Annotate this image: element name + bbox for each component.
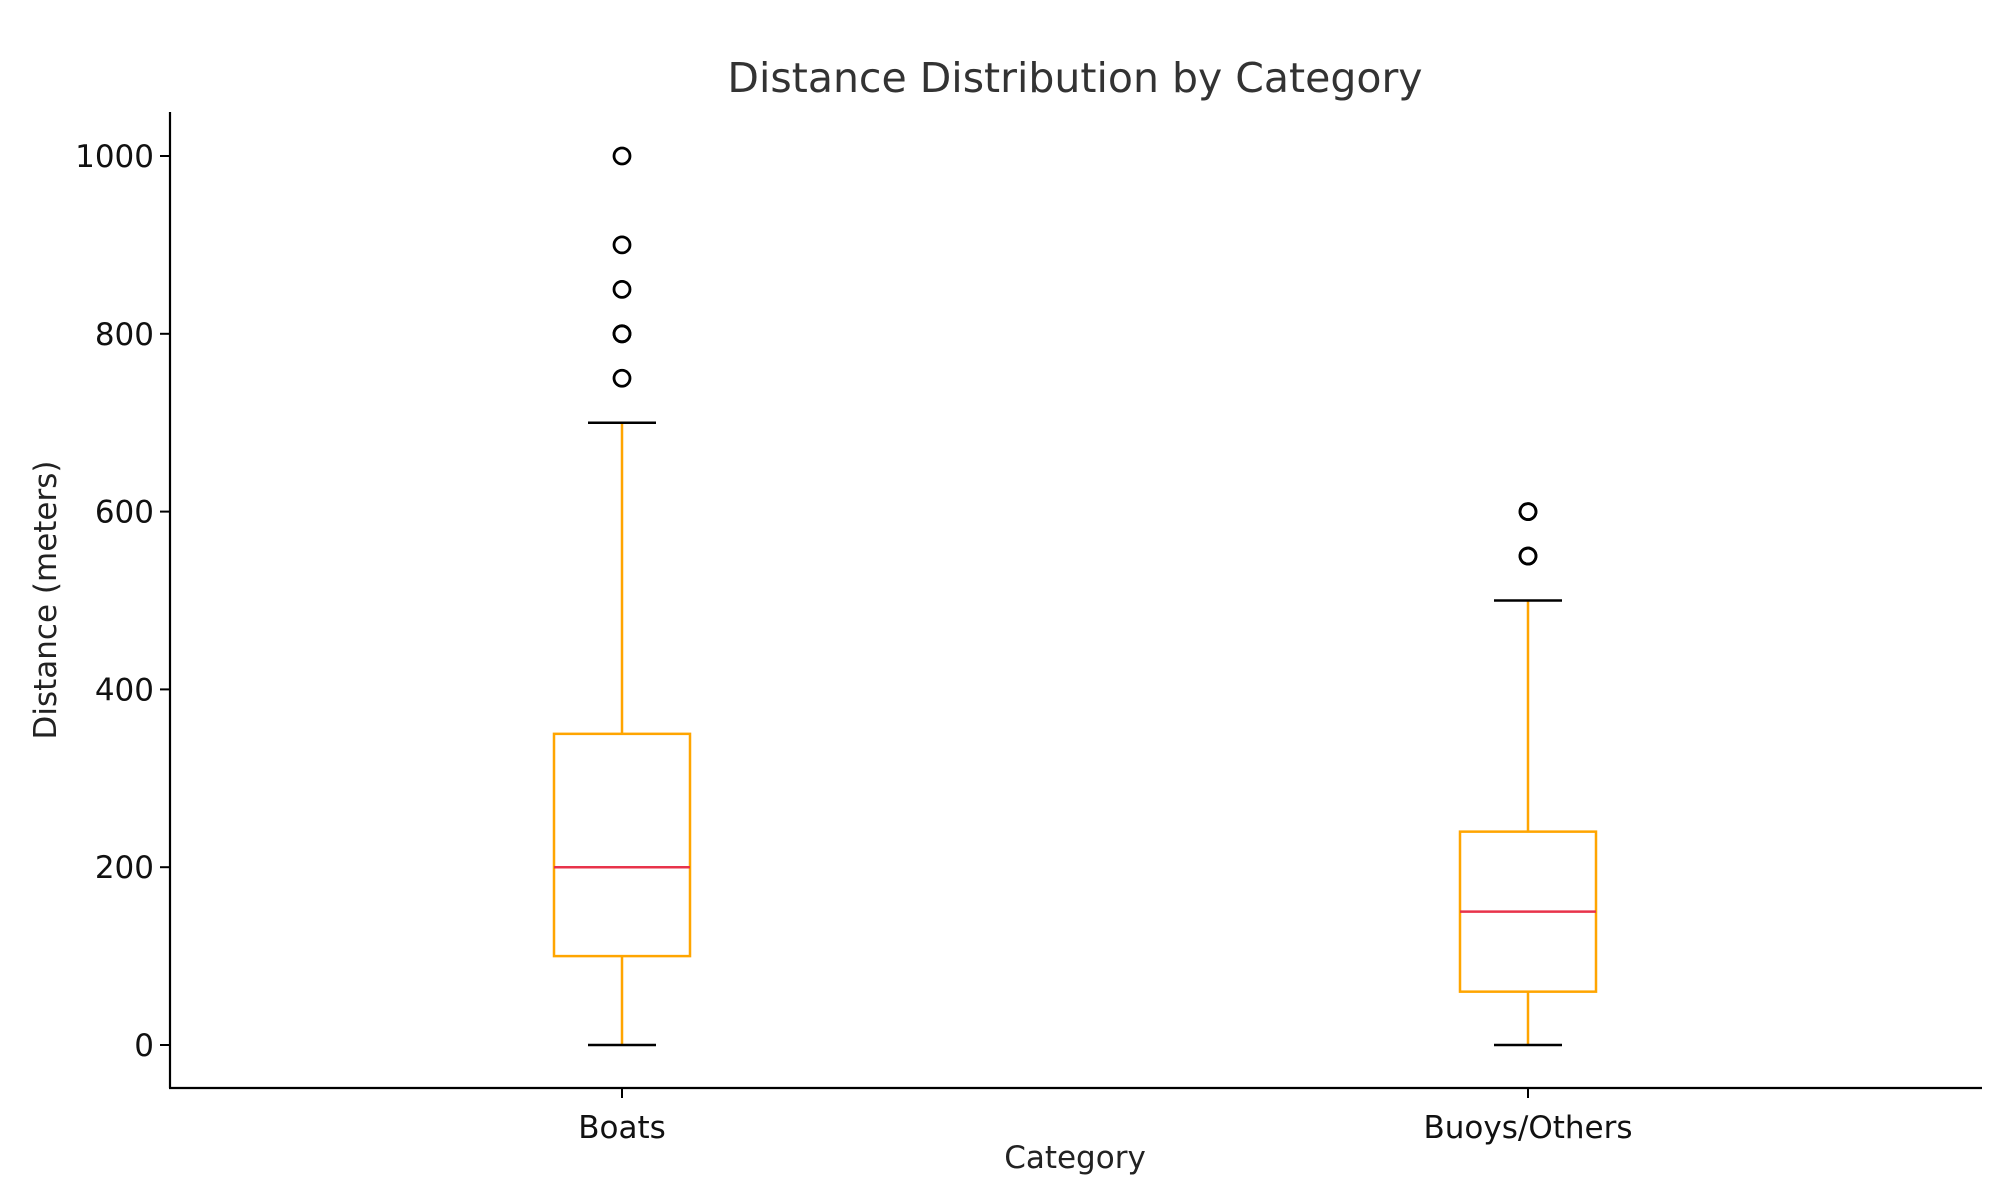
outlier-point: [612, 279, 632, 299]
outlier-point: [612, 324, 632, 344]
x-tick-label: Buoys/Others: [1424, 1110, 1633, 1146]
outlier-point: [612, 235, 632, 255]
chart-title: Distance Distribution by Category: [727, 54, 1422, 102]
y-tick-label: 1000: [75, 139, 154, 175]
outlier-point: [1518, 502, 1538, 522]
box-group: [552, 146, 692, 1047]
x-axis-label: Category: [1004, 1140, 1146, 1176]
outlier-point: [612, 146, 632, 166]
iqr-box: [552, 732, 692, 958]
x-ticks: Boats Buoys/Others: [578, 1088, 1633, 1146]
y-tick-label: 400: [95, 672, 154, 708]
outlier-point: [1518, 546, 1538, 566]
y-tick-label: 200: [95, 850, 154, 886]
plot-area: 0 200 400 600 800 1000 Boats Buoys/Others: [75, 112, 1982, 1146]
outlier-point: [612, 368, 632, 388]
box-group: [1458, 502, 1598, 1047]
y-tick-label: 800: [95, 317, 154, 353]
x-tick-label: Boats: [578, 1110, 666, 1146]
y-tick-label: 0: [134, 1028, 154, 1064]
boxes: [552, 146, 1598, 1047]
y-tick-label: 600: [95, 495, 154, 531]
y-ticks: 0 200 400 600 800 1000: [75, 139, 170, 1064]
y-axis-label: Distance (meters): [28, 461, 64, 740]
